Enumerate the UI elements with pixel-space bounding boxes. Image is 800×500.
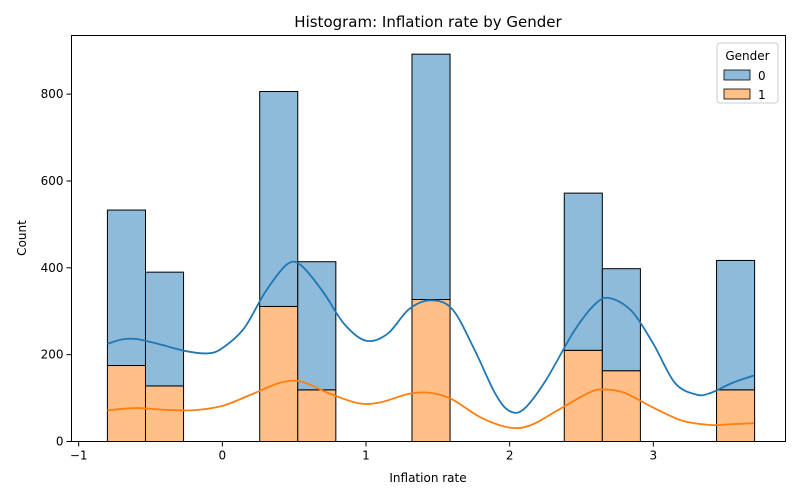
bar-gender-1: [716, 389, 756, 442]
x-axis-label: Inflation rate: [389, 471, 466, 485]
bar-gender-1: [106, 365, 146, 442]
y-tick-label: 0: [56, 435, 64, 449]
y-axis: 0 200 400 600 800: [41, 87, 72, 449]
x-tick-label: 3: [650, 449, 658, 463]
bar-gender-0: [259, 91, 299, 307]
bar-gender-1: [297, 389, 337, 442]
bar-gender-0: [297, 261, 337, 391]
y-axis-label: Count: [15, 220, 29, 256]
y-tick-label: 200: [41, 348, 64, 362]
bar-gender-0: [144, 271, 185, 387]
legend-title: Gender: [725, 49, 769, 63]
bar-gender-1: [411, 299, 451, 442]
legend-label-gender-0: 0: [758, 69, 766, 83]
x-tick-label: −1: [70, 449, 88, 463]
bar-gender-1: [259, 305, 299, 442]
plot-frame: [71, 35, 786, 442]
bar-gender-0: [563, 192, 603, 351]
legend-swatch-gender-1: [723, 88, 751, 100]
y-tick-label: 800: [41, 87, 64, 101]
y-tick-label: 600: [41, 174, 64, 188]
bar-gender-0: [411, 53, 451, 301]
x-tick-label: 2: [506, 449, 514, 463]
y-tick-label: 400: [41, 261, 64, 275]
bar-gender-1: [601, 370, 641, 443]
legend: Gender 0 1: [716, 42, 779, 104]
bar-gender-0: [601, 268, 641, 372]
kde-line-gender-1: [107, 379, 754, 430]
x-tick-label: 0: [219, 449, 227, 463]
bar-gender-1: [144, 385, 185, 442]
chart-title: Histogram: Inflation rate by Gender: [294, 13, 562, 31]
plot-area: [106, 53, 756, 443]
legend-swatch-gender-0: [723, 69, 751, 81]
legend-label-gender-1: 1: [758, 88, 766, 102]
x-axis: −1 0 1 2 3: [70, 441, 658, 463]
kde-line-gender-0: [107, 260, 755, 414]
x-tick-label: 1: [362, 449, 370, 463]
bar-gender-0: [716, 259, 756, 391]
